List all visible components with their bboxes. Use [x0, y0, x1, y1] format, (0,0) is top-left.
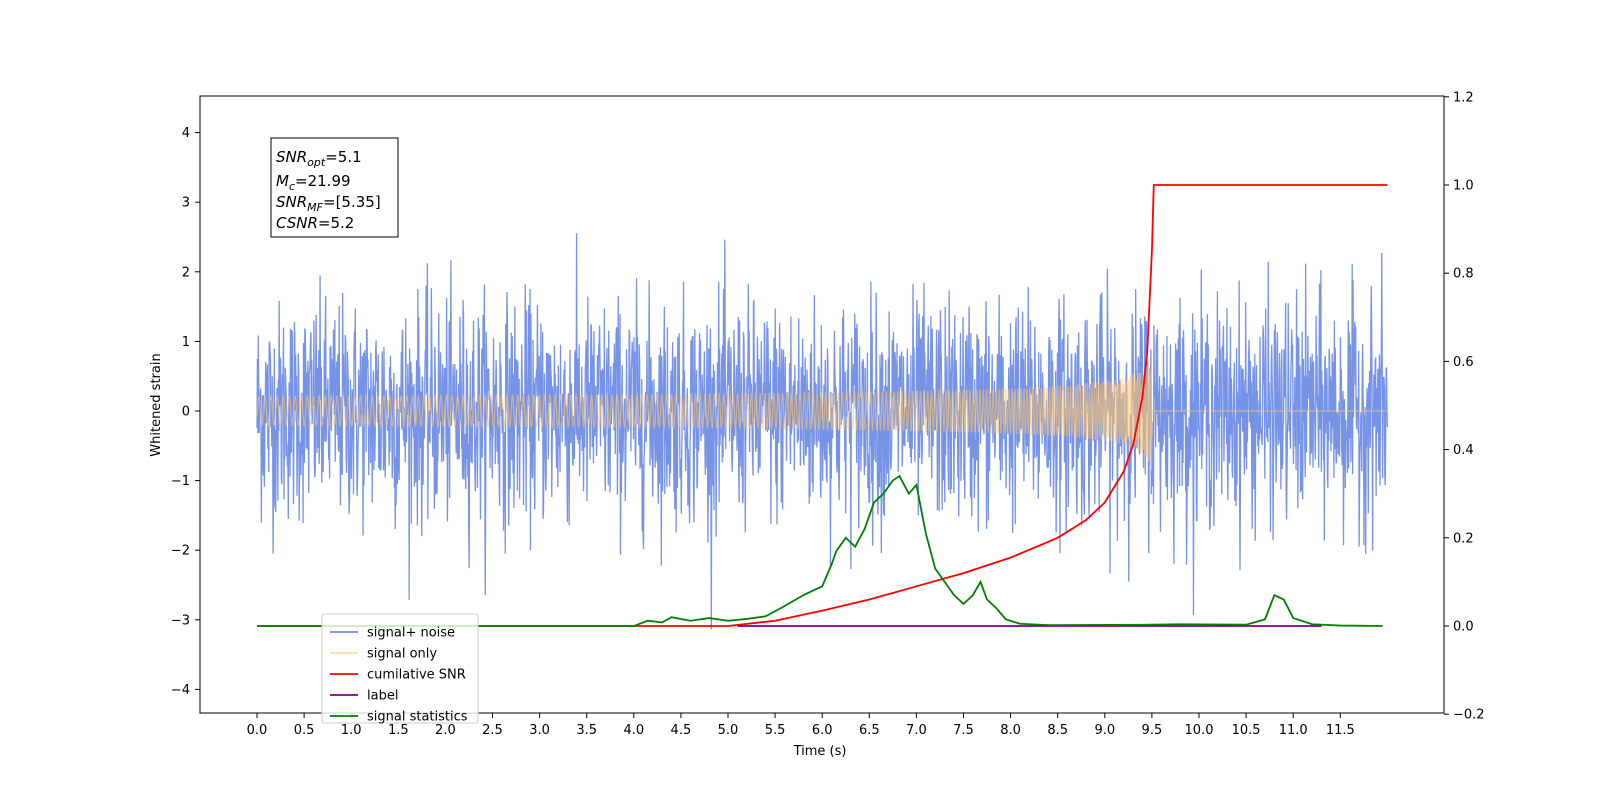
x-tick-label: 0.0: [247, 723, 268, 738]
series-signal-statistics: [257, 474, 1383, 627]
legend-label: cumilative SNR: [367, 668, 466, 683]
x-tick-label: 6.0: [812, 723, 833, 738]
legend-item-cumulative-snr: cumilative SNR: [330, 668, 466, 683]
info-csnr: CSNR=5.2: [276, 214, 354, 232]
x-tick-label: 5.0: [718, 723, 739, 738]
legend-label: signal statistics: [367, 710, 468, 725]
x-axis-title: Time (s): [793, 744, 847, 759]
y2-tick-label: 1.0: [1453, 179, 1474, 194]
y-tick-label: −4: [171, 683, 190, 698]
legend-item-signal-statistics: signal statistics: [330, 710, 468, 725]
x-tick-label: 7.5: [953, 723, 974, 738]
y-axis-title: Whitened strain: [149, 353, 164, 456]
legend-label: label: [367, 689, 398, 704]
legend-label: signal only: [367, 647, 437, 662]
x-tick-label: 10.0: [1185, 723, 1214, 738]
y-tick-label: 1: [182, 335, 190, 350]
x-tick-label: 11.5: [1326, 723, 1355, 738]
y-tick-label: 3: [182, 196, 190, 211]
y2-tick-label: 0.2: [1453, 531, 1474, 546]
series-layer: [256, 184, 1389, 630]
info-mc: Mc=21.99: [276, 172, 351, 193]
x-tick-label: 6.5: [859, 723, 880, 738]
x-tick-label: 2.5: [482, 723, 503, 738]
y2-tick-label: 1.2: [1453, 90, 1474, 105]
x-axis: 0.0 0.5 1.0 1.5 2.0 2.5 3.0 3.5 4.0 4.5 5.0 5.5 6.0 6…: [247, 713, 1355, 738]
x-tick-label: 3.0: [529, 723, 550, 738]
series-cumulative-snr: [257, 184, 1388, 627]
x-tick-label: 9.0: [1094, 723, 1115, 738]
legend-item-label: label: [330, 689, 398, 704]
y-tick-label: −3: [171, 613, 190, 628]
legend-label: signal+ noise: [367, 626, 455, 641]
y-tick-label: 0: [182, 405, 190, 420]
y-axis-left: 4 3 2 1 0 −1 −2 −3 −4: [171, 126, 200, 698]
x-tick-label: 9.5: [1142, 723, 1163, 738]
x-tick-label: 0.5: [294, 723, 315, 738]
info-snr-opt: SNRopt=5.1: [276, 148, 362, 169]
x-tick-label: 4.5: [671, 723, 692, 738]
x-tick-label: 2.0: [435, 723, 456, 738]
y-tick-label: 2: [182, 265, 190, 280]
x-tick-label: 3.5: [576, 723, 597, 738]
series-signal-only: [256, 358, 1388, 471]
y2-tick-label: 0.6: [1453, 355, 1474, 370]
y-tick-label: −1: [171, 474, 190, 489]
x-tick-label: 10.5: [1232, 723, 1261, 738]
x-tick-label: 8.5: [1047, 723, 1068, 738]
y2-tick-label: 0.4: [1453, 443, 1474, 458]
x-tick-label: 8.0: [1000, 723, 1021, 738]
y-axis-right: 1.2 1.0 0.8 0.6 0.4 0.2 0.0 −0.2: [1444, 90, 1485, 723]
info-box: SNRopt=5.1 Mc=21.99 SNRMF=[5.35] CSNR=5.…: [270, 137, 399, 238]
y2-tick-label: 0.0: [1453, 620, 1474, 635]
info-snr-mf: SNRMF=[5.35]: [276, 193, 381, 214]
series-signal-noise: [256, 233, 1389, 630]
y-tick-label: 4: [182, 126, 190, 141]
x-tick-label: 1.0: [341, 723, 362, 738]
legend-item-signal-noise: signal+ noise: [330, 626, 455, 641]
x-tick-label: 1.5: [388, 723, 409, 738]
x-tick-label: 4.0: [623, 723, 644, 738]
y2-tick-label: 0.8: [1453, 267, 1474, 282]
x-tick-label: 5.5: [765, 723, 786, 738]
legend-item-signal-only: signal only: [330, 647, 437, 662]
y-tick-label: −2: [171, 544, 190, 559]
x-tick-label: 7.0: [906, 723, 927, 738]
x-tick-label: 11.0: [1279, 723, 1308, 738]
legend: signal+ noise signal only cumilative SNR la…: [321, 613, 479, 725]
y2-tick-label: −0.2: [1453, 708, 1485, 723]
